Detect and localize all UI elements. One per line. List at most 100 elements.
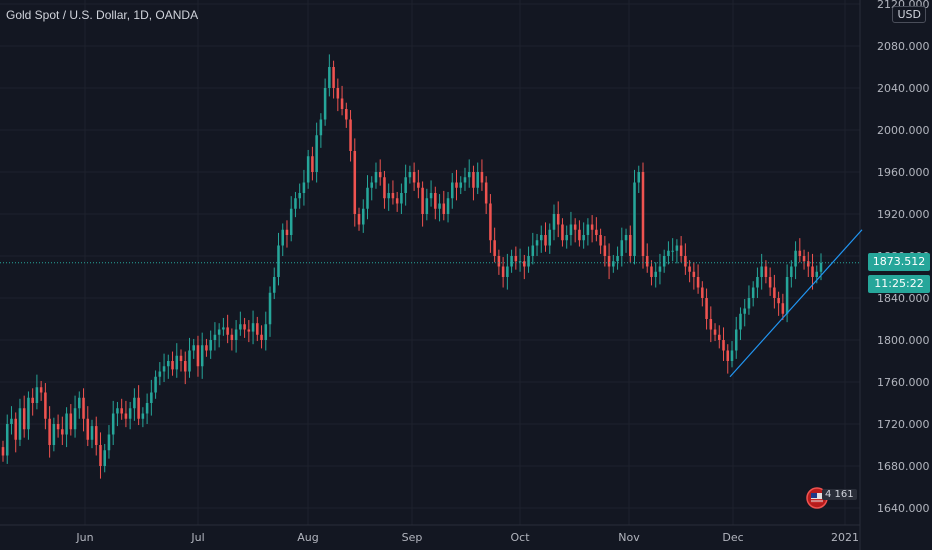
candle-body [705,298,708,319]
candle-body [819,262,823,272]
candle-body [162,366,166,372]
candle-body [586,224,590,235]
price-tick-label: 2000.000 [877,124,930,137]
candle-body [756,277,759,288]
candle-body [573,224,577,230]
time-tick-label: Jul [190,531,204,544]
candle-body [730,350,734,361]
candle-body [302,182,306,193]
candle-body [658,266,662,272]
candle-body [722,340,725,351]
candle-body [459,182,463,188]
trendline[interactable] [729,229,863,378]
price-tick-label: 1840.000 [877,292,930,305]
candle-body [285,229,289,235]
time-tick-label: Dec [722,531,743,544]
candle-body [709,319,713,330]
price-tick-label: 1800.000 [877,334,930,347]
candle-body [18,408,22,440]
candle-body [510,256,513,267]
candle-body [306,156,310,183]
candle-body [353,151,357,214]
price-tick-label: 1640.000 [877,502,930,515]
candle-body [425,198,429,214]
candle-body [65,413,68,435]
candle-body [82,397,85,419]
candle-body [272,277,276,293]
candle-body [196,345,200,367]
candle-body [645,256,649,267]
candle-body [641,172,645,256]
candle-body [150,392,153,403]
candle-body [5,424,9,456]
candle-body [667,250,670,256]
candle-body [578,229,581,241]
candle-body [378,172,382,178]
candle-body [404,177,407,193]
candle-body [226,327,229,335]
candle-body [417,182,420,188]
candle-body [768,277,772,288]
current-price-label: 1873.512 [868,252,930,271]
candle-body [569,224,573,235]
candle-body [484,182,488,204]
candle-body [366,187,369,209]
candle-body [434,193,437,209]
candle-body [154,376,157,393]
candle-body [35,387,39,403]
candle-body [383,177,386,199]
candle-body [463,177,467,183]
candle-body [361,208,365,225]
candle-body [158,371,162,377]
currency-selector[interactable]: USD [892,6,926,23]
candle-body [802,256,806,262]
candle-body [251,323,255,332]
events-count: 4 161 [822,489,857,500]
candle-body [408,172,412,178]
candle-body [675,245,679,251]
candle-body [22,408,26,430]
candle-body [260,334,263,340]
candle-body [476,172,479,188]
candle-body [99,445,102,466]
candle-body [175,355,179,370]
candle-body [222,327,225,330]
price-tick-label: 2120.000 [877,0,930,11]
candle-body [239,324,242,330]
price-tick-label: 2040.000 [877,82,930,95]
candle-body [595,229,598,235]
time-tick-label: Aug [297,531,318,544]
candle-body [552,214,556,230]
candle-body [777,298,780,304]
candle-body [734,329,738,351]
candle-body [539,235,543,241]
candle-body [141,413,145,419]
candle-body [205,345,208,351]
candle-body [514,256,518,262]
chart-title: Gold Spot / U.S. Dollar, 1D, OANDA [6,8,199,22]
candle-body [332,67,335,88]
economic-events-badge[interactable]: 4 161 [806,487,857,509]
candle-body [217,329,221,335]
candle-body [493,240,496,256]
candle-body [311,156,314,172]
candle-body [582,235,585,241]
candle-body [44,392,47,419]
candle-body [340,98,344,109]
price-tick-label: 2080.000 [877,40,930,53]
candle-body [370,182,374,188]
candle-body [807,261,810,267]
candle-body [73,408,77,430]
time-tick-label: Nov [618,531,640,544]
candle-body [328,67,331,88]
candle-body [794,250,797,267]
candle-body [264,324,268,340]
candle-body [760,266,763,277]
candle-body [27,397,30,430]
candle-body [544,235,547,246]
price-tick-label: 1960.000 [877,166,930,179]
candle-body [815,271,819,277]
candle-body [450,182,454,199]
